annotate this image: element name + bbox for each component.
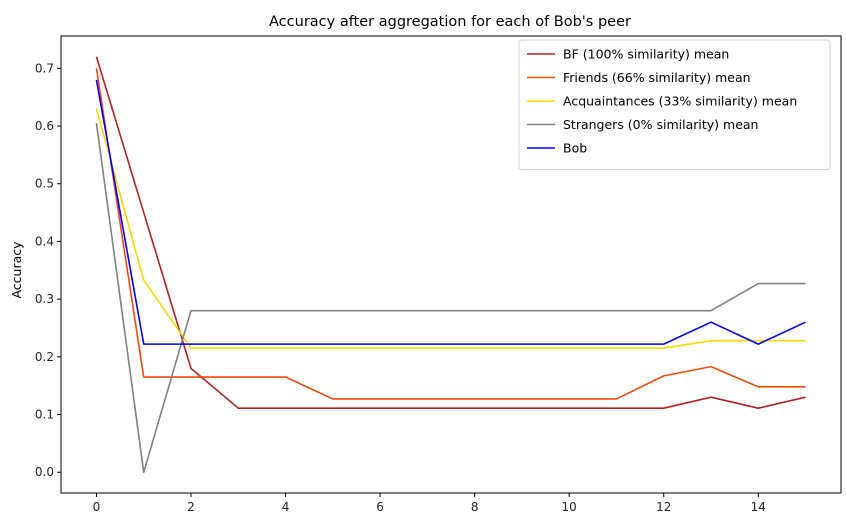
x-tick-label: 2 — [187, 500, 195, 514]
x-tick-label: 8 — [471, 500, 479, 514]
y-axis: 0.0 0.1 0.2 0.3 0.4 0.5 0.6 0.7 — [35, 61, 61, 479]
y-tick-label: 0.7 — [35, 61, 54, 75]
y-tick-label: 0.5 — [35, 177, 54, 191]
x-tick-label: 12 — [656, 500, 671, 514]
legend-entry-4: Bob — [563, 141, 587, 156]
y-tick-label: 0.3 — [35, 292, 54, 306]
legend: BF (100% similarity) mean Friends (66% si… — [518, 39, 831, 170]
x-axis: 0 2 4 6 8 10 12 14 — [93, 493, 766, 514]
series-line-2 — [95, 108, 806, 349]
legend-entry-3: Strangers (0% similarity) mean — [563, 117, 758, 132]
y-tick-label: 0.4 — [35, 234, 54, 248]
legend-entry-2: Acquaintances (33% similarity) mean — [563, 94, 797, 109]
x-tick-label: 14 — [751, 500, 766, 514]
plot-frame — [60, 35, 842, 494]
legend-entry-1: Friends (66% similarity) mean — [563, 70, 751, 85]
plot-area — [95, 56, 806, 474]
legend-entry-0: BF (100% similarity) mean — [563, 47, 729, 62]
series-line-4 — [95, 79, 806, 345]
chart-title: Accuracy after aggregation for each of B… — [269, 14, 631, 30]
y-axis-label: Accuracy — [9, 241, 24, 299]
y-tick-label: 0.6 — [35, 119, 54, 133]
x-tick-label: 0 — [93, 500, 101, 514]
series-line-3 — [95, 123, 806, 474]
legend-box — [518, 39, 831, 170]
x-tick-label: 10 — [562, 500, 577, 514]
y-tick-label: 0.0 — [35, 465, 54, 479]
series-line-0 — [95, 56, 806, 409]
series-line-1 — [95, 68, 806, 400]
y-tick-label: 0.1 — [35, 408, 54, 422]
y-tick-label: 0.2 — [35, 350, 54, 364]
x-tick-label: 4 — [282, 500, 290, 514]
x-tick-label: 6 — [376, 500, 384, 514]
